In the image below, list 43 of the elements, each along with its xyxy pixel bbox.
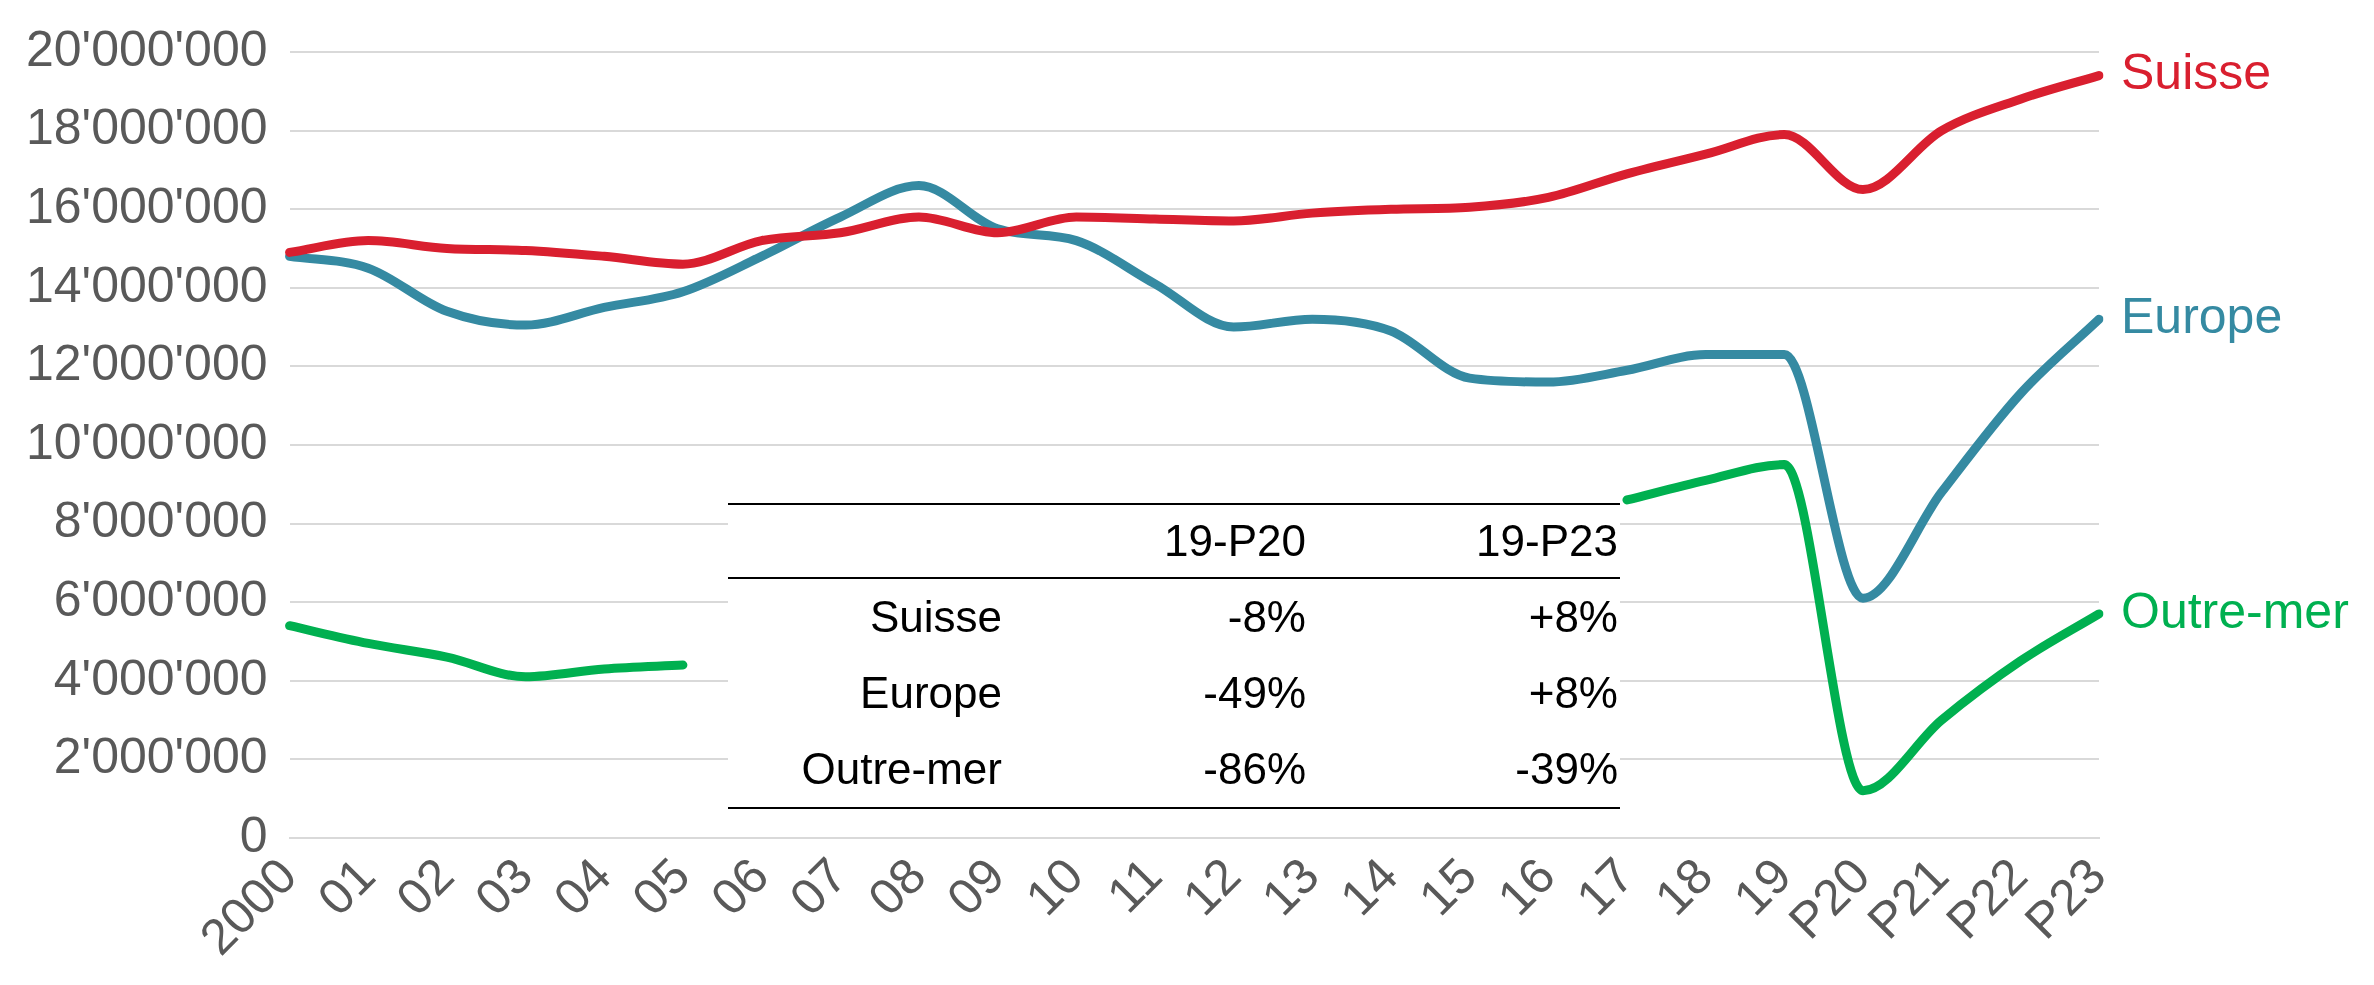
x-tick-label: 03 xyxy=(464,847,544,926)
annotation: Outre-mer xyxy=(800,743,1003,795)
y-tick-label: 20'000'000 xyxy=(25,20,268,77)
x-tick-label: 18 xyxy=(1644,847,1724,926)
annotation: -8% xyxy=(1226,591,1307,643)
series-label: Suisse xyxy=(2121,44,2272,101)
x-tick-label: 13 xyxy=(1250,847,1330,926)
y-tick-label: 0 xyxy=(239,806,268,863)
x-tick-label: 11 xyxy=(1096,847,1173,924)
x-tick-label: 01 xyxy=(306,847,386,926)
x-tick-label: 14 xyxy=(1329,847,1409,926)
y-tick-label: 14'000'000 xyxy=(25,256,268,313)
annotation: -49% xyxy=(1202,667,1307,719)
x-tick-label: 12 xyxy=(1172,847,1252,926)
annotation: 19-P20 xyxy=(1004,504,1308,578)
annotation: Europe xyxy=(859,667,1003,719)
annotation: 19-P23 xyxy=(1308,504,1620,578)
y-tick-label: 4'000'000 xyxy=(53,649,268,706)
annotation: -86% xyxy=(1202,743,1307,795)
x-tick-label: 16 xyxy=(1486,847,1566,926)
y-tick-label: 8'000'000 xyxy=(53,492,268,549)
x-tick-label: 09 xyxy=(936,847,1016,926)
y-tick-label: 12'000'000 xyxy=(25,335,268,392)
series-label: Outre-mer xyxy=(2121,582,2349,639)
y-tick-label: 2'000'000 xyxy=(53,728,268,785)
x-tick-label: 02 xyxy=(385,847,465,926)
x-tick-label: 17 xyxy=(1565,847,1645,926)
x-tick-label: 15 xyxy=(1408,847,1488,926)
y-tick-label: 18'000'000 xyxy=(25,99,268,156)
x-tick-label: 05 xyxy=(621,847,701,926)
annotation: +8% xyxy=(1527,591,1619,643)
x-tick-label: 10 xyxy=(1014,847,1094,926)
x-tick-label: 08 xyxy=(857,847,937,926)
y-tick-label: 16'000'000 xyxy=(25,177,268,234)
y-tick-label: 6'000'000 xyxy=(53,570,268,627)
annotation: +8% xyxy=(1527,667,1619,719)
series-label: Europe xyxy=(2121,287,2283,344)
annotation: Suisse xyxy=(868,591,1003,643)
x-tick-label: 06 xyxy=(700,847,780,926)
annotation: -39% xyxy=(1514,743,1619,795)
x-tick-label: 04 xyxy=(542,847,622,926)
y-tick-label: 10'000'000 xyxy=(25,413,268,470)
x-tick-label: 07 xyxy=(778,847,858,926)
